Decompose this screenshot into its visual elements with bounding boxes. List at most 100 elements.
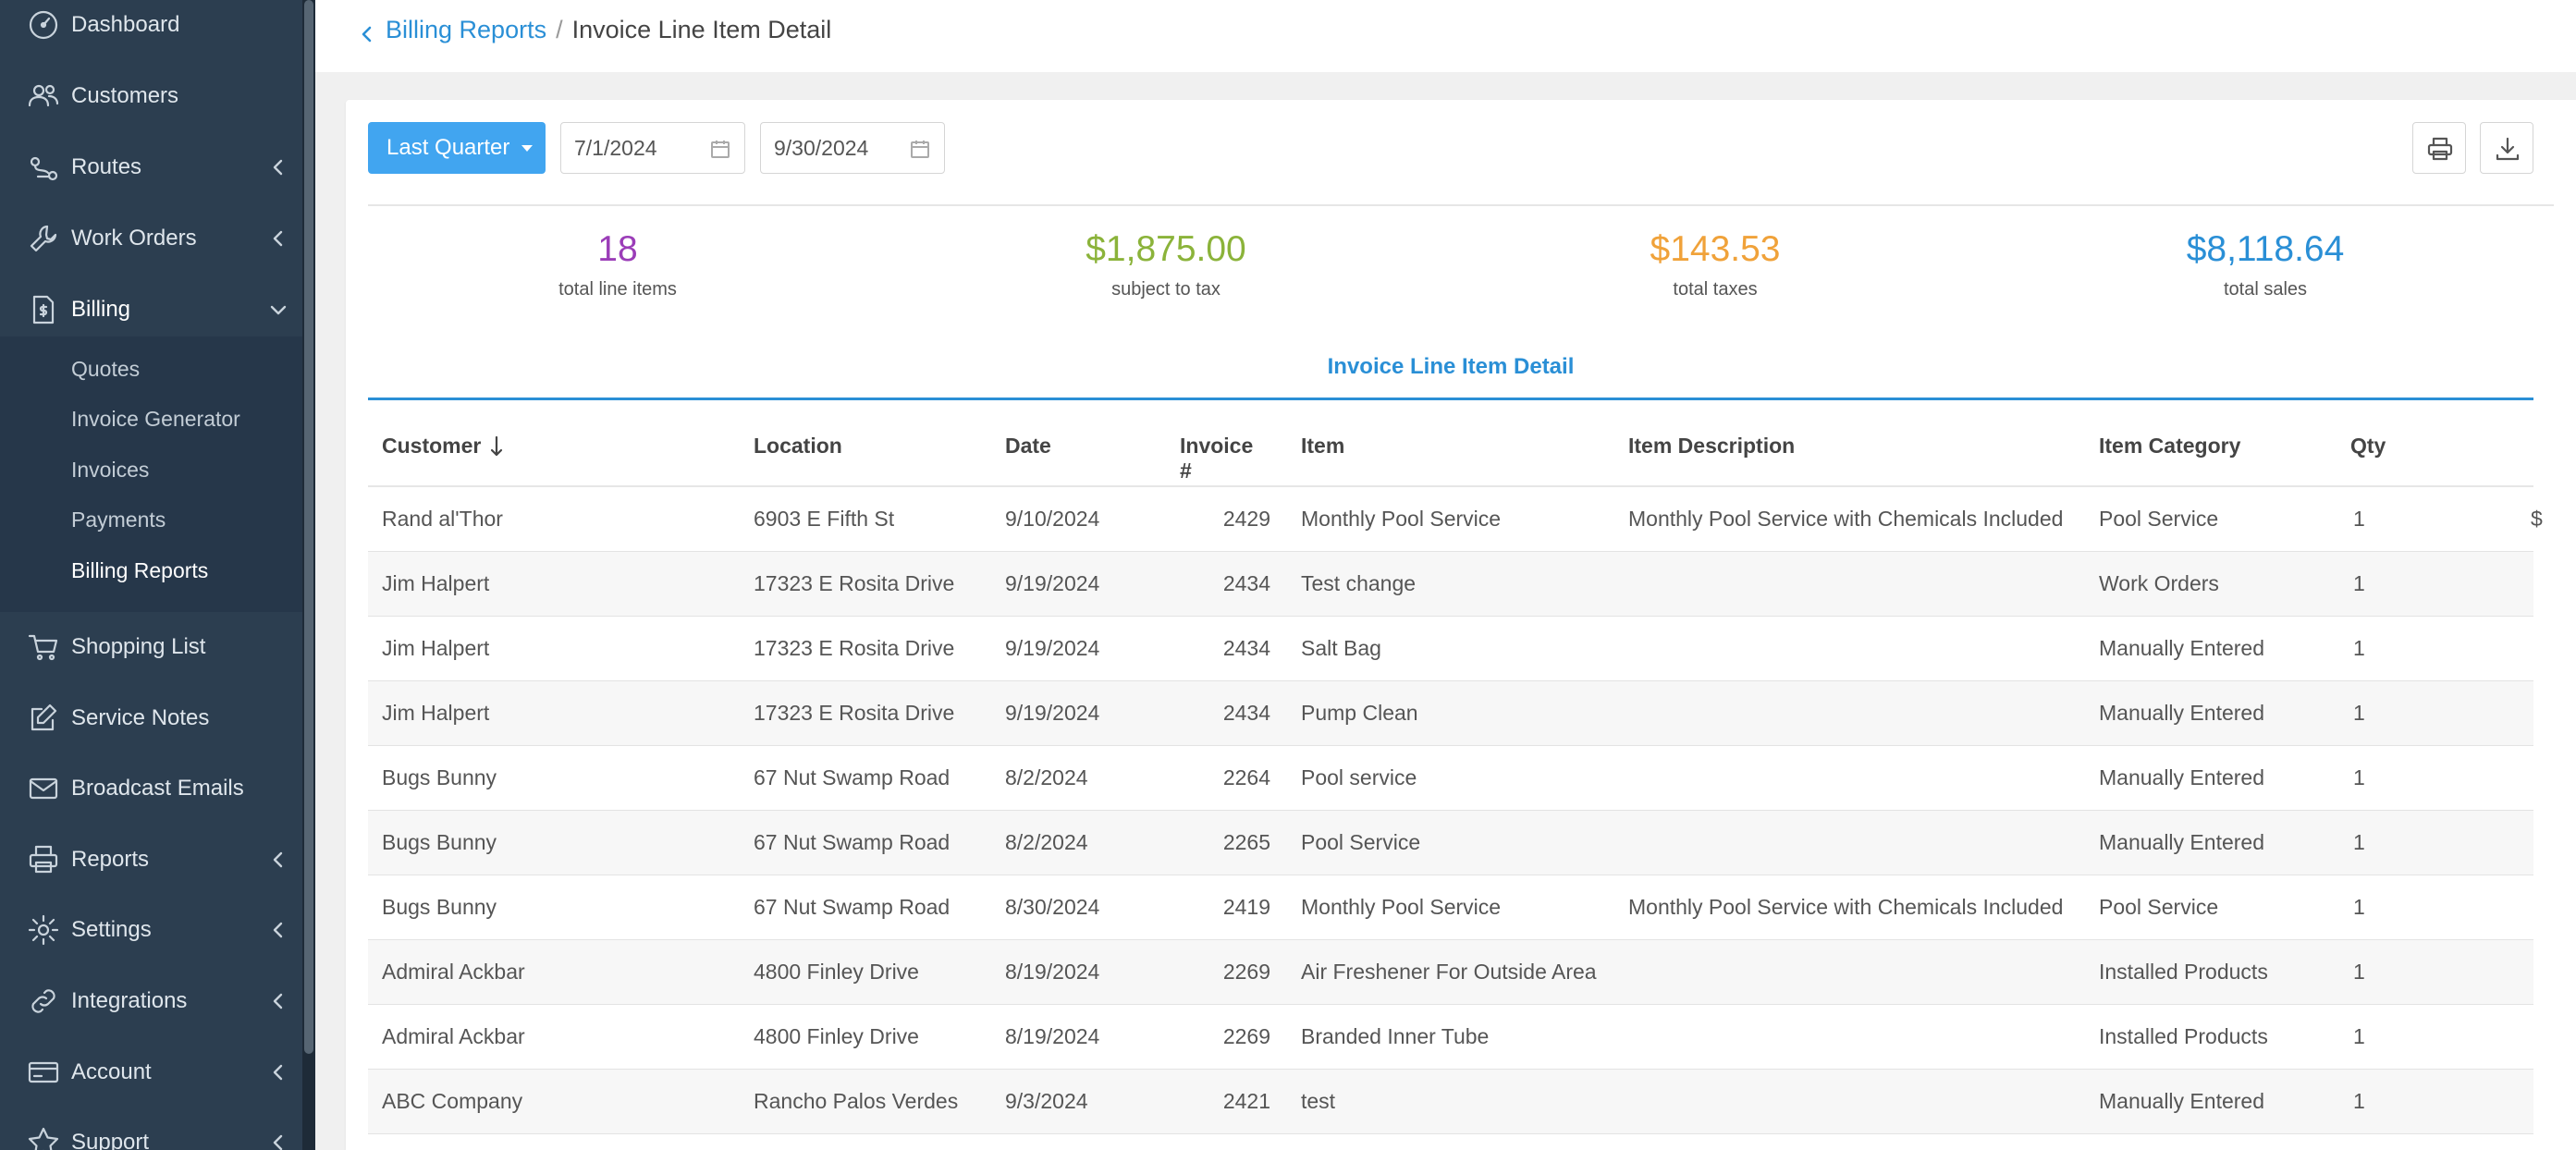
column-header-item[interactable]: Item	[1301, 434, 1345, 458]
table-row[interactable]: Admiral Ackbar 4800 Finley Drive 8/19/2024…	[368, 1005, 2533, 1070]
cell-item: test	[1301, 1089, 1336, 1113]
toolbar-divider	[368, 204, 2554, 206]
sidebar-item-reports[interactable]: Reports	[0, 825, 302, 895]
cell-item-category: Manually Entered	[2099, 636, 2264, 660]
cell-item: Monthly Pool Service	[1301, 507, 1502, 531]
end-date-input[interactable]: 9/30/2024	[760, 122, 945, 174]
cell-date: 9/10/2024	[1005, 507, 1100, 531]
column-header-item-category[interactable]: Item Category	[2099, 434, 2241, 458]
column-header-item-description[interactable]: Item Description	[1628, 434, 1796, 458]
cell-location: 6903 E Fifth St	[754, 507, 895, 531]
sidebar-item-settings[interactable]: Settings	[0, 895, 302, 965]
cell-qty: 1	[2353, 960, 2365, 984]
column-header-label: Customer	[382, 434, 482, 458]
sidebar-item-label: Dashboard	[71, 12, 180, 37]
dashboard-icon	[27, 8, 60, 42]
table-row[interactable]: Admiral Ackbar 4800 Finley Drive 8/19/2024…	[368, 940, 2533, 1005]
sidebar-item-billing[interactable]: Billing	[0, 275, 302, 345]
table-row[interactable]: Bugs Bunny 67 Nut Swamp Road 8/2/2024 2265 P…	[368, 811, 2533, 875]
sidebar-item-dashboard[interactable]: Dashboard	[0, 0, 302, 60]
cell-customer: Bugs Bunny	[382, 765, 497, 789]
table-row[interactable]: ABC Company Rancho Palos Verdes 9/3/2024 24…	[368, 1070, 2533, 1134]
chevron-left-icon	[268, 1062, 288, 1083]
top-bar: Billing Reports / Invoice Line Item Deta…	[315, 0, 2576, 72]
sidebar-scrollbar-thumb[interactable]	[304, 0, 313, 1054]
line-item-table: Customer Location Date Invoice # Item It…	[368, 400, 2543, 1134]
cell-location: 17323 E Rosita Drive	[754, 571, 955, 595]
cell-location: 67 Nut Swamp Road	[754, 765, 951, 789]
sidebar-item-integrations[interactable]: Integrations	[0, 966, 302, 1036]
cell-date: 8/19/2024	[1005, 960, 1100, 984]
stat-value: 18	[597, 229, 638, 269]
submenu-item-invoices[interactable]: Invoices	[71, 458, 150, 482]
sidebar-item-routes[interactable]: Routes	[0, 132, 302, 202]
submenu-item-invoice-generator[interactable]: Invoice Generator	[71, 407, 240, 431]
cell-qty: 1	[2353, 507, 2365, 531]
column-header-location[interactable]: Location	[754, 434, 842, 458]
cell-invoice: 2264	[1222, 765, 1270, 789]
table-row[interactable]: Jim Halpert 17323 E Rosita Drive 9/19/2024…	[368, 681, 2533, 746]
table-row[interactable]: Bugs Bunny 67 Nut Swamp Road 8/2/2024 2264 P…	[368, 746, 2533, 811]
section-tab-invoice-line-item-detail[interactable]: Invoice Line Item Detail	[1327, 354, 1575, 379]
sidebar-item-customers[interactable]: Customers	[0, 61, 302, 131]
sidebar-scrollbar[interactable]	[302, 0, 315, 1150]
sidebar-item-broadcast-emails[interactable]: Broadcast Emails	[0, 753, 302, 824]
cell-item-category: Manually Entered	[2099, 701, 2264, 725]
sidebar-item-label: Account	[71, 1059, 152, 1084]
date-range-dropdown[interactable]: Last Quarter	[368, 122, 546, 174]
column-header-customer[interactable]: Customer	[382, 434, 503, 459]
sidebar-item-service-notes[interactable]: Service Notes	[0, 683, 302, 753]
stat-label: total sales	[2223, 279, 2308, 300]
table-row[interactable]: Rand al'Thor 6903 E Fifth St 9/10/2024 2429…	[368, 487, 2543, 552]
sidebar-item-support[interactable]: Support	[0, 1107, 302, 1150]
column-header-invoice[interactable]: Invoice #	[1180, 434, 1254, 483]
stat-label: total taxes	[1673, 279, 1758, 300]
table-row[interactable]: Jim Halpert 17323 E Rosita Drive 9/19/2024…	[368, 552, 2533, 617]
cell-invoice: 2269	[1222, 960, 1270, 984]
sidebar-item-label: Work Orders	[71, 226, 197, 251]
cell-item-category: Manually Entered	[2099, 1089, 2264, 1113]
cell-customer: Jim Halpert	[382, 571, 490, 595]
sidebar-item-account[interactable]: Account	[0, 1037, 302, 1107]
stat-value: $8,118.64	[2186, 229, 2345, 269]
print-button[interactable]	[2412, 122, 2466, 174]
column-header-qty[interactable]: Qty	[2350, 434, 2386, 458]
cell-qty: 1	[2353, 765, 2365, 789]
sidebar-item-work-orders[interactable]: Work Orders	[0, 203, 302, 274]
submenu-item-quotes[interactable]: Quotes	[71, 357, 141, 381]
cell-invoice: 2434	[1222, 571, 1270, 595]
gear-icon	[27, 913, 60, 947]
chevron-left-icon[interactable]	[358, 21, 376, 42]
breadcrumb-link-billing-reports[interactable]: Billing Reports	[386, 16, 547, 43]
chevron-left-icon	[268, 991, 288, 1011]
sidebar-item-shopping-list[interactable]: Shopping List	[0, 612, 302, 682]
stat-total-taxes: $143.53 total taxes	[1530, 229, 1900, 300]
printer-icon	[27, 843, 60, 876]
cell-item-category: Pool Service	[2099, 507, 2219, 531]
submenu-item-payments[interactable]: Payments	[71, 508, 166, 532]
start-date-input[interactable]: 7/1/2024	[560, 122, 745, 174]
wrench-icon	[27, 222, 60, 255]
calendar-icon[interactable]	[909, 138, 931, 160]
sidebar-item-label: Integrations	[71, 988, 188, 1013]
sidebar-item-label: Shopping List	[71, 634, 206, 659]
cell-date: 8/19/2024	[1005, 1024, 1100, 1048]
link-icon	[27, 985, 60, 1018]
table-row[interactable]: Jim Halpert 17323 E Rosita Drive 9/19/2024…	[368, 617, 2533, 681]
chevron-left-icon	[268, 920, 288, 940]
calendar-icon[interactable]	[709, 138, 731, 160]
cell-price-clipped: $	[2531, 507, 2543, 531]
cell-customer: Rand al'Thor	[382, 507, 503, 531]
cell-item-description: Monthly Pool Service with Chemicals Incl…	[1628, 895, 2064, 919]
cell-item: Test change	[1301, 571, 1417, 595]
table-row[interactable]: Bugs Bunny 67 Nut Swamp Road 8/30/2024 2419…	[368, 875, 2533, 940]
column-header-date[interactable]: Date	[1005, 434, 1051, 458]
submenu-item-billing-reports[interactable]: Billing Reports	[71, 558, 209, 582]
sidebar-item-label: Service Notes	[71, 705, 210, 730]
chevron-left-icon	[268, 850, 288, 870]
cell-item: Pool service	[1301, 765, 1417, 789]
billing-submenu: Quotes Invoice Generator Invoices Paymen…	[0, 336, 302, 612]
download-button[interactable]	[2480, 122, 2533, 174]
cell-item-category: Pool Service	[2099, 895, 2219, 919]
cart-icon	[27, 630, 60, 664]
